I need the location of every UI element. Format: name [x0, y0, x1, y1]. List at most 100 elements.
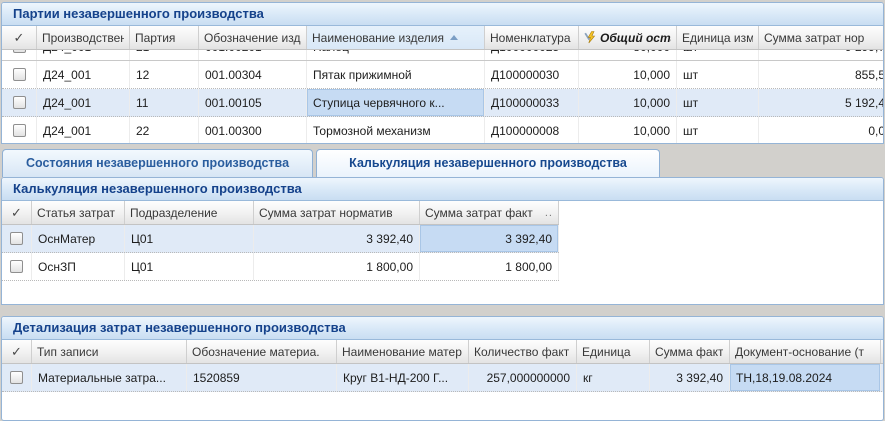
tab-calculation-of-wip[interactable]: Калькуляция незавершенного производства	[316, 149, 660, 177]
column-header[interactable]: Подразделение	[125, 201, 254, 224]
column-header[interactable]: Наименование изделия	[307, 26, 485, 49]
column-header[interactable]: Производствен	[37, 26, 130, 49]
table-cell[interactable]: 10,000	[579, 117, 677, 143]
table-cell[interactable]: 11	[130, 89, 199, 116]
column-header[interactable]: Единица изм	[677, 26, 759, 49]
table-row[interactable]: Д24_001 11 001.00105 Ступица червячного к..…	[2, 89, 883, 117]
column-header[interactable]: Количество факт	[469, 340, 577, 363]
table-cell[interactable]: Пятак прижимной	[307, 61, 485, 88]
table-cell[interactable]: 3 392,40	[650, 364, 730, 391]
column-header[interactable]: Сумма затрат факт..	[420, 201, 559, 224]
checkbox-icon[interactable]	[10, 371, 23, 384]
select-all-header[interactable]: ✓	[2, 340, 32, 363]
row-checkbox-cell[interactable]	[2, 364, 32, 391]
table-cell[interactable]: Ц01	[125, 225, 254, 252]
checkbox-icon[interactable]	[12, 124, 26, 137]
table-cell[interactable]: Д100000030	[485, 61, 579, 88]
select-all-header[interactable]: ✓	[2, 201, 32, 224]
checkbox-icon[interactable]	[12, 68, 26, 81]
table-cell[interactable]: Д100000025	[485, 50, 579, 60]
table-cell[interactable]: 21	[130, 50, 199, 60]
table-cell[interactable]: Д24_001	[37, 117, 130, 143]
table-cell[interactable]: ТН,18,19.08.2024	[730, 364, 881, 391]
table-cell[interactable]: Тормозной механизм	[307, 117, 485, 143]
column-header[interactable]: Обозначение материа.	[187, 340, 337, 363]
column-header[interactable]: Номенклатура и	[485, 26, 579, 49]
column-header[interactable]: Тип записи	[32, 340, 187, 363]
column-header[interactable]	[881, 340, 883, 363]
checkbox-icon[interactable]	[12, 96, 26, 109]
column-header-row: ✓ Статья затрат Подразделение Сумма затрат …	[2, 201, 559, 225]
table-cell[interactable]: шт	[677, 50, 759, 60]
table-cell[interactable]: ОснМатер	[32, 225, 125, 252]
row-checkbox-cell[interactable]	[2, 253, 32, 280]
table-cell[interactable]: Палец	[307, 50, 485, 60]
table-cell[interactable]: 22	[130, 117, 199, 143]
column-header-label: Статья затрат	[37, 205, 116, 220]
table-cell[interactable]: ОснЗП	[32, 253, 125, 280]
table-cell[interactable]: 0,0	[759, 117, 883, 143]
column-header-label: Обозначение материа.	[192, 344, 320, 359]
checkbox-icon[interactable]	[12, 50, 26, 53]
table-cell[interactable]: 001.00300	[199, 117, 307, 143]
table-cell[interactable]: Д24_001	[37, 50, 130, 60]
table-cell[interactable]: шт	[677, 89, 759, 116]
table-cell[interactable]: 1 800,00	[254, 253, 420, 280]
table-row[interactable]: ОснЗП Ц01 1 800,00 1 800,00	[2, 253, 559, 281]
lightning-icon	[584, 31, 597, 44]
table-cell[interactable]: 855,5	[759, 61, 883, 88]
table-cell[interactable]: Д24_001	[37, 61, 130, 88]
table-cell[interactable]: Д100000008	[485, 117, 579, 143]
table-cell[interactable]: шт	[677, 117, 759, 143]
table-cell[interactable]: Круг В1-НД-200 Г...	[337, 364, 469, 391]
table-cell[interactable]: 3 392,40	[420, 225, 559, 252]
row-checkbox-cell[interactable]	[2, 89, 37, 116]
column-header[interactable]: Сумма факт	[650, 340, 730, 363]
table-cell[interactable]	[881, 364, 883, 391]
table-cell[interactable]: 3 392,40	[254, 225, 420, 252]
table-row[interactable]: Д24_001 22 001.00300 Тормозной механизм Д100…	[2, 117, 883, 143]
column-header[interactable]: Сумма затрат нор	[759, 26, 883, 49]
column-header[interactable]: Сумма затрат норматив	[254, 201, 420, 224]
table-cell[interactable]: шт	[677, 61, 759, 88]
table-cell[interactable]: Ступица червячного к...	[307, 89, 485, 116]
table-cell[interactable]: Д24_001	[37, 89, 130, 116]
table-cell[interactable]: кг	[577, 364, 650, 391]
table-cell[interactable]: 9 299,7	[759, 50, 883, 60]
column-header[interactable]: Единица	[577, 340, 650, 363]
table-row[interactable]: Д24_00121001.00201ПалецД10000002580,000ш…	[2, 50, 883, 61]
table-cell[interactable]: 80,000	[579, 50, 677, 60]
row-checkbox-cell[interactable]	[2, 61, 37, 88]
checkbox-icon[interactable]	[10, 260, 23, 273]
table-cell[interactable]: Ц01	[125, 253, 254, 280]
table-cell[interactable]: 1 800,00	[420, 253, 559, 280]
table-cell[interactable]: Д100000033	[485, 89, 579, 116]
select-all-header[interactable]: ✓	[2, 26, 37, 49]
table-cell[interactable]: 001.00201	[199, 50, 307, 60]
table-row[interactable]: Материальные затра... 1520859 Круг В1-НД-2…	[2, 364, 883, 392]
table-cell[interactable]: 001.00304	[199, 61, 307, 88]
table-cell[interactable]: 12	[130, 61, 199, 88]
column-header[interactable]: Общий остат	[579, 26, 677, 49]
column-header[interactable]: Документ-основание (т	[730, 340, 881, 363]
column-header[interactable]: Партия	[130, 26, 199, 49]
column-header[interactable]: Статья затрат	[32, 201, 125, 224]
table-cell[interactable]: 10,000	[579, 89, 677, 116]
table-cell[interactable]: 10,000	[579, 61, 677, 88]
checkbox-icon[interactable]	[10, 232, 23, 245]
row-checkbox-cell[interactable]	[2, 117, 37, 143]
row-checkbox-cell[interactable]	[2, 50, 37, 60]
column-header[interactable]: Обозначение изде	[199, 26, 307, 49]
table-row[interactable]: Д24_001 12 001.00304 Пятак прижимной Д100000…	[2, 61, 883, 89]
row-checkbox-cell[interactable]	[2, 225, 32, 252]
table-row[interactable]: ОснМатер Ц01 3 392,40 3 392,40	[2, 225, 559, 253]
tab-states-of-wip[interactable]: Состояния незавершенного производства	[2, 149, 313, 177]
table-cell[interactable]: 1520859	[187, 364, 337, 391]
column-header[interactable]: Наименование матер	[337, 340, 469, 363]
column-header-label: Сумма факт	[655, 344, 724, 359]
table-cell[interactable]: Материальные затра...	[32, 364, 187, 391]
table-cell[interactable]: 257,000000000	[469, 364, 577, 391]
truncation-dots: ..	[544, 206, 553, 219]
table-cell[interactable]: 5 192,4	[759, 89, 883, 116]
table-cell[interactable]: 001.00105	[199, 89, 307, 116]
